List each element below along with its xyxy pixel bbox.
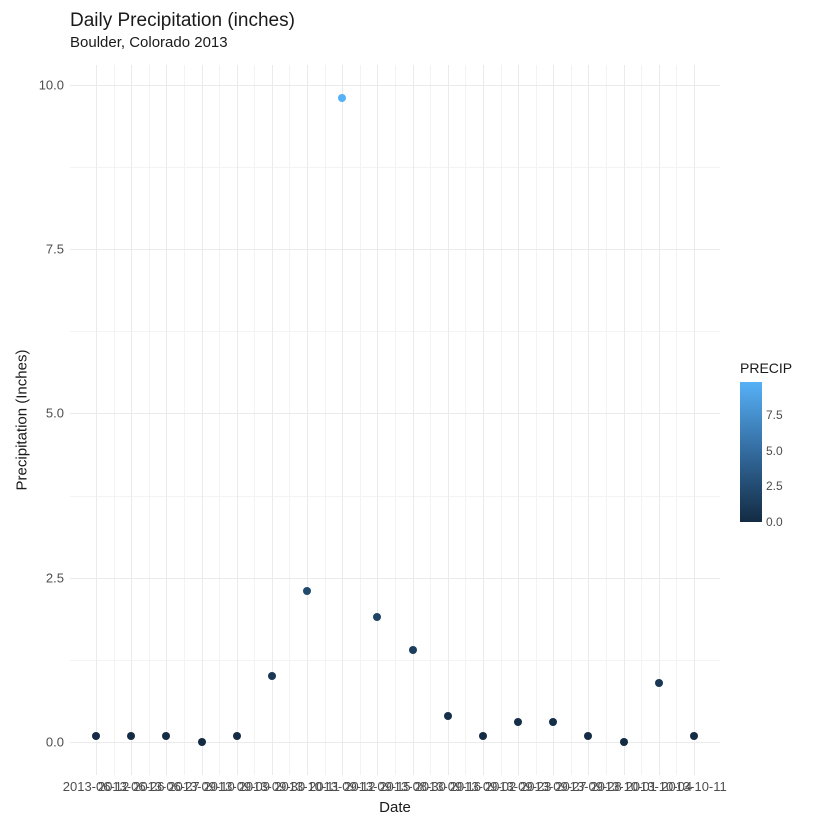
minor-gridline-v xyxy=(395,65,396,775)
gridline-v xyxy=(694,65,695,775)
gridline-v xyxy=(166,65,167,775)
minor-gridline-v xyxy=(254,65,255,775)
gridline-v xyxy=(131,65,132,775)
minor-gridline-v xyxy=(219,65,220,775)
minor-gridline-v xyxy=(536,65,537,775)
y-tick-label: 2.5 xyxy=(46,570,70,585)
minor-gridline-v xyxy=(360,65,361,775)
chart-container: Daily Precipitation (inches) Boulder, Co… xyxy=(0,0,840,840)
data-point xyxy=(655,679,663,687)
minor-gridline-v xyxy=(501,65,502,775)
data-point xyxy=(268,672,276,680)
y-tick-label: 0.0 xyxy=(46,735,70,750)
minor-gridline-v xyxy=(465,65,466,775)
minor-gridline-v xyxy=(149,65,150,775)
gridline-v xyxy=(342,65,343,775)
minor-gridline-v xyxy=(676,65,677,775)
data-point xyxy=(444,712,452,720)
minor-gridline-v xyxy=(184,65,185,775)
legend-tick-label: 2.5 xyxy=(766,479,783,493)
data-point xyxy=(303,587,311,595)
data-point xyxy=(162,732,170,740)
data-point xyxy=(233,732,241,740)
y-axis-label: Precipitation (Inches) xyxy=(14,350,31,491)
y-tick-label: 7.5 xyxy=(46,242,70,257)
gridline-h xyxy=(70,413,720,414)
data-point xyxy=(514,718,522,726)
data-point xyxy=(198,738,206,746)
gridline-v xyxy=(237,65,238,775)
gridline-v xyxy=(307,65,308,775)
gridline-v xyxy=(448,65,449,775)
legend-ticks: 0.02.55.07.5 xyxy=(766,382,806,522)
gridline-v xyxy=(413,65,414,775)
data-point xyxy=(690,732,698,740)
gridline-h xyxy=(70,249,720,250)
gridline-v xyxy=(96,65,97,775)
gridline-v xyxy=(588,65,589,775)
gridline-v xyxy=(518,65,519,775)
legend-tick-mark xyxy=(762,522,766,523)
data-point xyxy=(584,732,592,740)
gridline-v xyxy=(624,65,625,775)
x-axis-label: Date xyxy=(379,799,411,816)
minor-gridline-v xyxy=(325,65,326,775)
data-point xyxy=(92,732,100,740)
gridline-h xyxy=(70,85,720,86)
gridline-v xyxy=(483,65,484,775)
minor-gridline-v xyxy=(606,65,607,775)
minor-gridline-v xyxy=(430,65,431,775)
gridline-h xyxy=(70,578,720,579)
legend-tick-label: 7.5 xyxy=(766,408,783,422)
data-point xyxy=(620,738,628,746)
data-point xyxy=(373,613,381,621)
gridline-v xyxy=(377,65,378,775)
data-point xyxy=(127,732,135,740)
legend-tick-mark xyxy=(762,486,766,487)
minor-gridline-v xyxy=(641,65,642,775)
color-legend: PRECIP 0.02.55.07.5 xyxy=(740,360,792,522)
gridline-v xyxy=(202,65,203,775)
gridline-v xyxy=(659,65,660,775)
x-tick-label: 2013-10-11 xyxy=(661,775,727,794)
minor-gridline-v xyxy=(289,65,290,775)
legend-tick-mark xyxy=(762,451,766,452)
gridline-v xyxy=(553,65,554,775)
y-tick-label: 5.0 xyxy=(46,406,70,421)
plot-panel: 0.02.55.07.510.02013-06-122013-06-262013… xyxy=(70,65,720,775)
data-point xyxy=(338,94,346,102)
chart-title: Daily Precipitation (inches) xyxy=(70,10,295,32)
data-point xyxy=(479,732,487,740)
data-point xyxy=(409,646,417,654)
legend-tick-label: 0.0 xyxy=(766,515,783,529)
chart-subtitle: Boulder, Colorado 2013 xyxy=(70,34,228,51)
legend-tick-mark xyxy=(762,415,766,416)
y-tick-label: 10.0 xyxy=(39,77,70,92)
minor-gridline-v xyxy=(571,65,572,775)
minor-gridline-v xyxy=(114,65,115,775)
legend-title: PRECIP xyxy=(740,360,792,376)
legend-tick-label: 5.0 xyxy=(766,444,783,458)
data-point xyxy=(549,718,557,726)
legend-colorbar: 0.02.55.07.5 xyxy=(740,382,762,522)
gridline-v xyxy=(272,65,273,775)
